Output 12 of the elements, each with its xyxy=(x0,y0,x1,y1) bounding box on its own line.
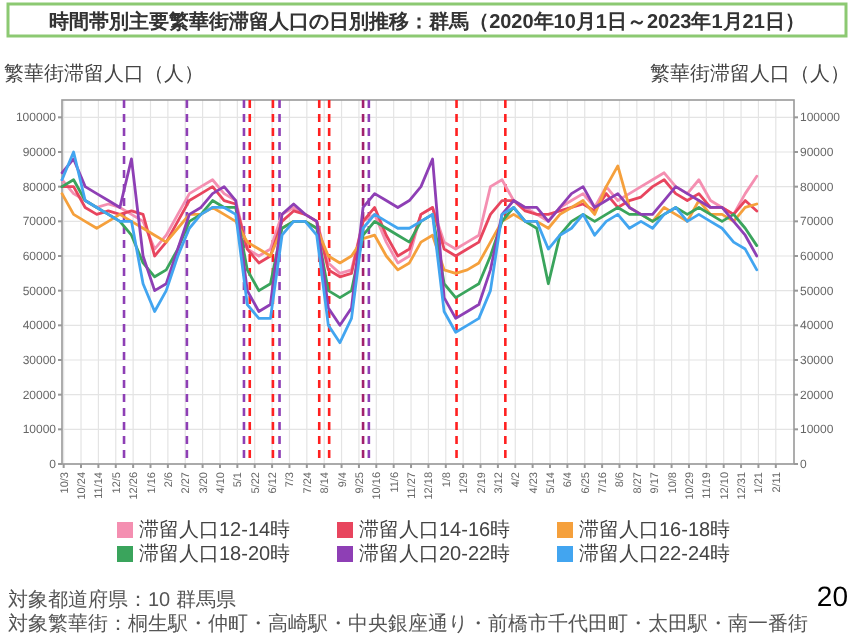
text: 対象都道府県：10 群馬県 xyxy=(8,588,236,612)
y2-axis-title: 繁華街滞留人口（人） xyxy=(650,62,850,86)
text: 20 xyxy=(816,580,849,612)
y-axis-title: 繁華街滞留人口（人） xyxy=(4,62,204,86)
chart-title: 時間帯別主要繁華街滞留人口の日別推移：群馬（2020年10月1日～2023年1月21日） xyxy=(49,10,805,34)
legend-label: 滞留人口20-22時 xyxy=(359,542,511,566)
legend-label: 滞留人口16-18時 xyxy=(579,518,731,542)
legend-label: 滞留人口22-24時 xyxy=(579,542,731,566)
legend-label: 滞留人口18-20時 xyxy=(139,542,291,566)
text: 対象繁華街：桐生駅・仲町・高崎駅・中央銀座通り・前橋市千代田町・太田駅・南一番街 xyxy=(8,612,808,636)
legend-label: 滞留人口14-16時 xyxy=(359,518,511,542)
legend-label: 滞留人口12-14時 xyxy=(139,518,291,542)
